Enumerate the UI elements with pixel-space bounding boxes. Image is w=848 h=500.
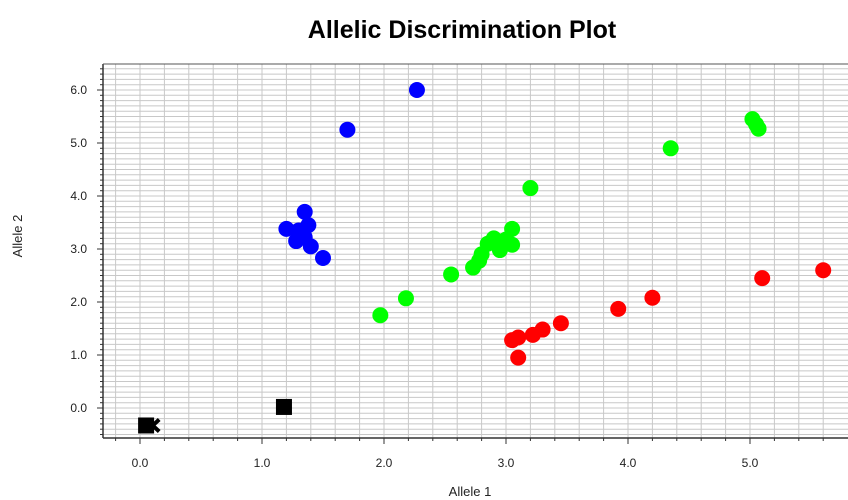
data-point — [300, 217, 317, 234]
data-point — [278, 220, 295, 237]
data-point — [372, 307, 389, 324]
data-point-square — [275, 398, 292, 415]
data-point — [302, 238, 319, 255]
x-tick-label: 0.0 — [132, 456, 149, 470]
data-point — [296, 203, 313, 220]
x-tick-label: 1.0 — [254, 456, 271, 470]
data-point-x — [144, 418, 161, 433]
y-axis-label: Allele 2 — [10, 215, 25, 258]
data-point — [397, 290, 414, 307]
x-tick-label: 2.0 — [376, 456, 393, 470]
data-point — [644, 289, 661, 306]
data-point — [522, 180, 539, 197]
x-tick-label: 4.0 — [620, 456, 637, 470]
data-point — [524, 326, 541, 343]
data-point — [662, 140, 679, 157]
data-point — [465, 259, 482, 276]
data-point — [491, 242, 508, 259]
data-point — [315, 250, 331, 267]
y-tick-label: 3.0 — [70, 242, 87, 256]
y-tick-label: 1.0 — [70, 348, 87, 362]
data-point — [552, 315, 569, 332]
x-axis-label: Allele 1 — [449, 484, 492, 499]
data-point — [339, 121, 356, 138]
y-tick-label: 4.0 — [70, 189, 87, 203]
data-point — [815, 262, 832, 279]
data-point — [504, 236, 521, 253]
data-point — [610, 300, 627, 317]
data-point — [443, 266, 460, 283]
data-point — [750, 120, 767, 137]
chart-title: Allelic Discrimination Plot — [308, 16, 617, 44]
data-point — [510, 349, 527, 366]
plot-area: 0.0 1.0 2.0 3.0 4.0 5.0 0.0 1.0 2.0 3.0 4.0 5.0 6.0 — [70, 63, 848, 470]
y-tick-label: 2.0 — [70, 295, 87, 309]
y-tick-label: 0.0 — [70, 401, 87, 415]
data-point — [754, 270, 771, 287]
data-point — [504, 332, 521, 349]
x-tick-label: 3.0 — [498, 456, 515, 470]
data-point — [408, 82, 425, 98]
y-tick-label: 5.0 — [70, 136, 87, 150]
y-tick-label: 6.0 — [70, 83, 87, 97]
x-tick-label: 5.0 — [742, 456, 759, 470]
